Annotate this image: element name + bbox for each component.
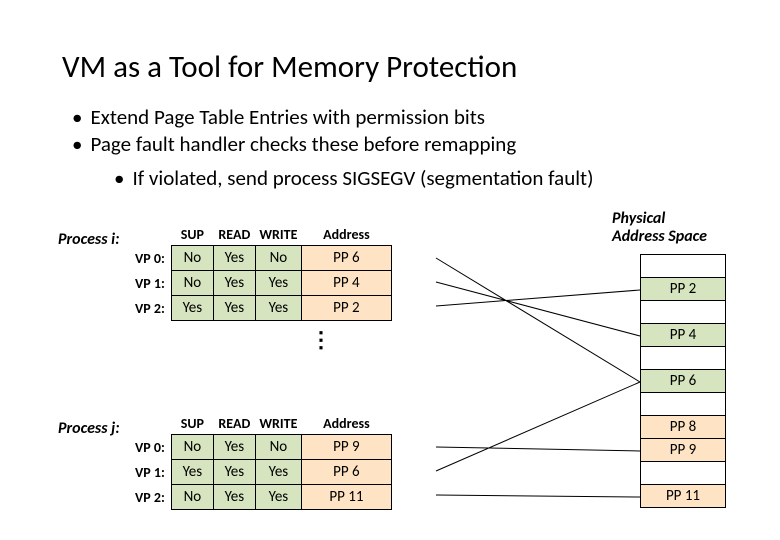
table-row: VP 0: No Yes No PP 9 bbox=[133, 435, 391, 460]
cell-sup: No bbox=[171, 271, 213, 296]
vertical-ellipsis-icon: ⋮ bbox=[310, 326, 332, 353]
cell-read: Yes bbox=[213, 460, 255, 485]
phys-page-row: PP 11 bbox=[640, 484, 726, 508]
cell-sup: No bbox=[171, 485, 213, 510]
cell-addr: PP 4 bbox=[301, 271, 391, 296]
table-row: VP 2: No Yes Yes PP 11 bbox=[133, 485, 391, 510]
col-header-write: WRITE bbox=[255, 224, 301, 246]
cell-sup: Yes bbox=[171, 460, 213, 485]
row-label: VP 0: bbox=[133, 246, 171, 271]
row-label: VP 1: bbox=[133, 460, 171, 485]
phys-page-row: PP 2 bbox=[640, 277, 726, 301]
bullet-2: • Page fault handler checks these before… bbox=[72, 131, 593, 158]
cell-addr: PP 2 bbox=[301, 296, 391, 321]
cell-sup: No bbox=[171, 246, 213, 271]
page-table-process-j: SUP READ WRITE Address VP 0: No Yes No P… bbox=[133, 413, 392, 510]
bullet-dot-icon: • bbox=[72, 131, 82, 158]
col-header-read: READ bbox=[213, 413, 255, 435]
slide-title: VM as a Tool for Memory Protection bbox=[62, 48, 517, 86]
phys-page-row: PP 8 bbox=[640, 415, 726, 439]
cell-write: No bbox=[255, 246, 301, 271]
cell-read: Yes bbox=[213, 296, 255, 321]
cell-write: Yes bbox=[255, 296, 301, 321]
row-label: VP 2: bbox=[133, 485, 171, 510]
table-row: VP 1: No Yes Yes PP 4 bbox=[133, 271, 391, 296]
col-header-sup: SUP bbox=[171, 413, 213, 435]
row-label: VP 0: bbox=[133, 435, 171, 460]
col-header-addr: Address bbox=[301, 413, 391, 435]
row-label: VP 2: bbox=[133, 296, 171, 321]
phys-page-row: PP 9 bbox=[640, 438, 726, 462]
col-header-write: WRITE bbox=[255, 413, 301, 435]
table-header-row: SUP READ WRITE Address bbox=[133, 413, 391, 435]
cell-write: Yes bbox=[255, 460, 301, 485]
table-header-row: SUP READ WRITE Address bbox=[133, 224, 391, 246]
phys-page-row bbox=[640, 346, 726, 370]
phys-page-row: PP 6 bbox=[640, 369, 726, 393]
bullet-2-sub: • If violated, send process SIGSEGV (seg… bbox=[114, 165, 593, 192]
cell-read: Yes bbox=[213, 271, 255, 296]
cell-read: Yes bbox=[213, 435, 255, 460]
bullet-2-text: Page fault handler checks these before r… bbox=[90, 131, 516, 158]
cell-addr: PP 6 bbox=[301, 460, 391, 485]
bullet-1-text: Extend Page Table Entries with permissio… bbox=[90, 104, 484, 131]
physical-space-label: Physical Address Space bbox=[612, 210, 707, 247]
table-row: VP 0: No Yes No PP 6 bbox=[133, 246, 391, 271]
table-row: VP 1: Yes Yes Yes PP 6 bbox=[133, 460, 391, 485]
process-i-label: Process i: bbox=[58, 230, 120, 249]
cell-write: Yes bbox=[255, 271, 301, 296]
cell-write: Yes bbox=[255, 485, 301, 510]
row-label: VP 1: bbox=[133, 271, 171, 296]
cell-addr: PP 11 bbox=[301, 485, 391, 510]
bullet-2-sub-text: If violated, send process SIGSEGV (segme… bbox=[132, 165, 593, 192]
bullet-dot-icon: • bbox=[72, 104, 82, 131]
col-header-addr: Address bbox=[301, 224, 391, 246]
cell-addr: PP 9 bbox=[301, 435, 391, 460]
phys-page-row bbox=[640, 254, 726, 278]
phys-page-row bbox=[640, 461, 726, 485]
cell-read: Yes bbox=[213, 246, 255, 271]
phys-label-line2: Address Space bbox=[612, 227, 707, 246]
process-j-label: Process j: bbox=[58, 419, 120, 438]
bullet-dot-icon: • bbox=[114, 165, 124, 192]
bullet-list: • Extend Page Table Entries with permiss… bbox=[72, 104, 593, 192]
bullet-1: • Extend Page Table Entries with permiss… bbox=[72, 104, 593, 131]
phys-page-row: PP 4 bbox=[640, 323, 726, 347]
col-header-read: READ bbox=[213, 224, 255, 246]
cell-read: Yes bbox=[213, 485, 255, 510]
physical-address-stack: PP 2 PP 4 PP 6 PP 8PP 9 PP 11 bbox=[640, 255, 726, 508]
table-row: VP 2: Yes Yes Yes PP 2 bbox=[133, 296, 391, 321]
phys-label-line1: Physical bbox=[612, 209, 665, 228]
cell-addr: PP 6 bbox=[301, 246, 391, 271]
page-table-process-i: SUP READ WRITE Address VP 0: No Yes No P… bbox=[133, 224, 392, 321]
col-header-sup: SUP bbox=[171, 224, 213, 246]
phys-page-row bbox=[640, 392, 726, 416]
cell-sup: Yes bbox=[171, 296, 213, 321]
cell-sup: No bbox=[171, 435, 213, 460]
phys-page-row bbox=[640, 300, 726, 324]
cell-write: No bbox=[255, 435, 301, 460]
